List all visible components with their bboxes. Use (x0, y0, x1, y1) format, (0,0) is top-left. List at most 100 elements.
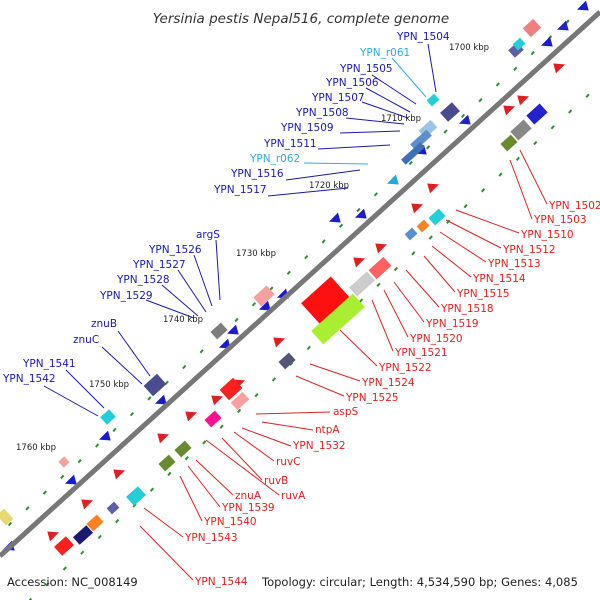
tick-dot (251, 302, 257, 307)
tick-dot (426, 145, 431, 150)
tick-dot (95, 443, 100, 448)
gene-label: YPN_1511 (263, 138, 317, 150)
gene-box (210, 322, 228, 340)
accession-text: Accession: NC_008149 (7, 575, 138, 589)
gene-label: YPN_1516 (230, 168, 284, 180)
leader-line (317, 144, 391, 150)
gene-label: YPN_1541 (22, 358, 76, 370)
leader-line (509, 159, 533, 220)
gene-label: YPN_1505 (339, 63, 393, 75)
tick-dot (254, 392, 259, 398)
minus-strand-arrow (503, 105, 515, 116)
topology-text: Topology: circular; Length: 4,534,590 bp… (261, 575, 578, 589)
leader-line (303, 162, 369, 165)
leader-line (439, 231, 487, 263)
leader-line (205, 439, 280, 496)
tick-dot (27, 597, 33, 600)
kbp-label: 1760 kbp (16, 443, 56, 453)
leader-line (393, 281, 425, 323)
tick-dot (147, 396, 152, 401)
kbp-label: 1740 kbp (163, 315, 203, 325)
gene-label: argS (196, 229, 220, 241)
label-leader-lines (43, 43, 548, 581)
gene-label: znuA (235, 490, 262, 502)
gene-label: YPN_r062 (249, 153, 300, 165)
gene-box (230, 391, 250, 411)
tick-dot (498, 172, 503, 177)
gene-box (440, 102, 460, 122)
minus-strand-arrow (411, 203, 423, 214)
gene-box (410, 129, 432, 151)
tick-dot (219, 424, 224, 429)
tick-dot (62, 566, 67, 571)
gene-box (278, 352, 296, 370)
plus-strand-arrow (99, 430, 111, 441)
leader-line (267, 187, 349, 197)
plus-strand-labels: YPN_1504 YPN_r061 YPN_1505 YPN_1506 YPN_… (2, 31, 450, 385)
tick-dot (7, 521, 13, 527)
leader-line (177, 269, 207, 313)
gene-box (158, 454, 176, 472)
gene-label: ruvC (276, 456, 301, 468)
leader-line (161, 284, 199, 317)
tick-dot (115, 519, 120, 524)
gene-box (311, 293, 365, 345)
gene-box (500, 134, 518, 152)
leader-line (383, 289, 409, 338)
tick-dot (411, 251, 416, 256)
plus-strand-arrow (557, 20, 569, 31)
tick-dot (80, 550, 85, 555)
minus-strand-arrow (375, 243, 387, 254)
tick-dot (446, 219, 451, 224)
minus-strand-arrow (185, 411, 197, 422)
tick-dot (460, 113, 466, 119)
gene-label: YPN_1521 (394, 347, 448, 359)
gene-label: YPN_1526 (148, 244, 202, 256)
tick-dot (376, 282, 381, 288)
gene-box (404, 227, 418, 241)
tick-dot (271, 377, 277, 382)
plus-strand-arrow (65, 474, 77, 485)
kbp-label: 1720 kbp (309, 181, 349, 191)
minus-strand-labels: YPN_1502 YPN_1503 YPN_1510 YPN_1512 YPN_… (184, 200, 600, 588)
leader-line (295, 375, 345, 397)
gene-label: YPN_1532 (292, 440, 346, 452)
gene-features (0, 0, 589, 556)
gene-box (204, 410, 222, 428)
tick-dot (234, 317, 239, 323)
gene-box (174, 440, 192, 458)
tick-dot (356, 207, 361, 213)
tick-dot (513, 66, 518, 71)
tick-dot (428, 235, 433, 240)
plus-strand-arrow (155, 394, 167, 405)
leader-line (339, 329, 378, 367)
gene-label: YPN_1539 (221, 502, 275, 514)
tick-dot (286, 270, 291, 276)
gene-box (253, 285, 275, 307)
gene-label: ruvA (281, 490, 306, 502)
leader-line (405, 269, 440, 308)
leader-line (187, 465, 221, 508)
minus-strand-arrow (47, 531, 59, 542)
minus-strand-arrow (273, 337, 285, 348)
gene-box (100, 409, 116, 425)
plus-strand-arrow (577, 0, 589, 11)
gene-label: YPN_1519 (425, 318, 479, 330)
gene-box (72, 525, 94, 545)
leader-line (215, 239, 221, 301)
tick-dot (45, 582, 50, 587)
tick-dot (373, 192, 378, 197)
tick-dot (42, 490, 47, 495)
plus-strand-arrow (355, 208, 367, 219)
gene-box (58, 456, 70, 468)
tick-dot (304, 254, 309, 260)
tick-dot (167, 471, 172, 477)
leader-line (431, 245, 472, 278)
tick-dot (237, 408, 242, 414)
gene-label: YPN_1503 (533, 214, 587, 226)
minus-strand-arrow (113, 469, 125, 480)
tick-dot (515, 156, 520, 161)
gene-box (349, 271, 375, 297)
tick-marks (7, 3, 590, 600)
genome-axis (0, 10, 600, 558)
